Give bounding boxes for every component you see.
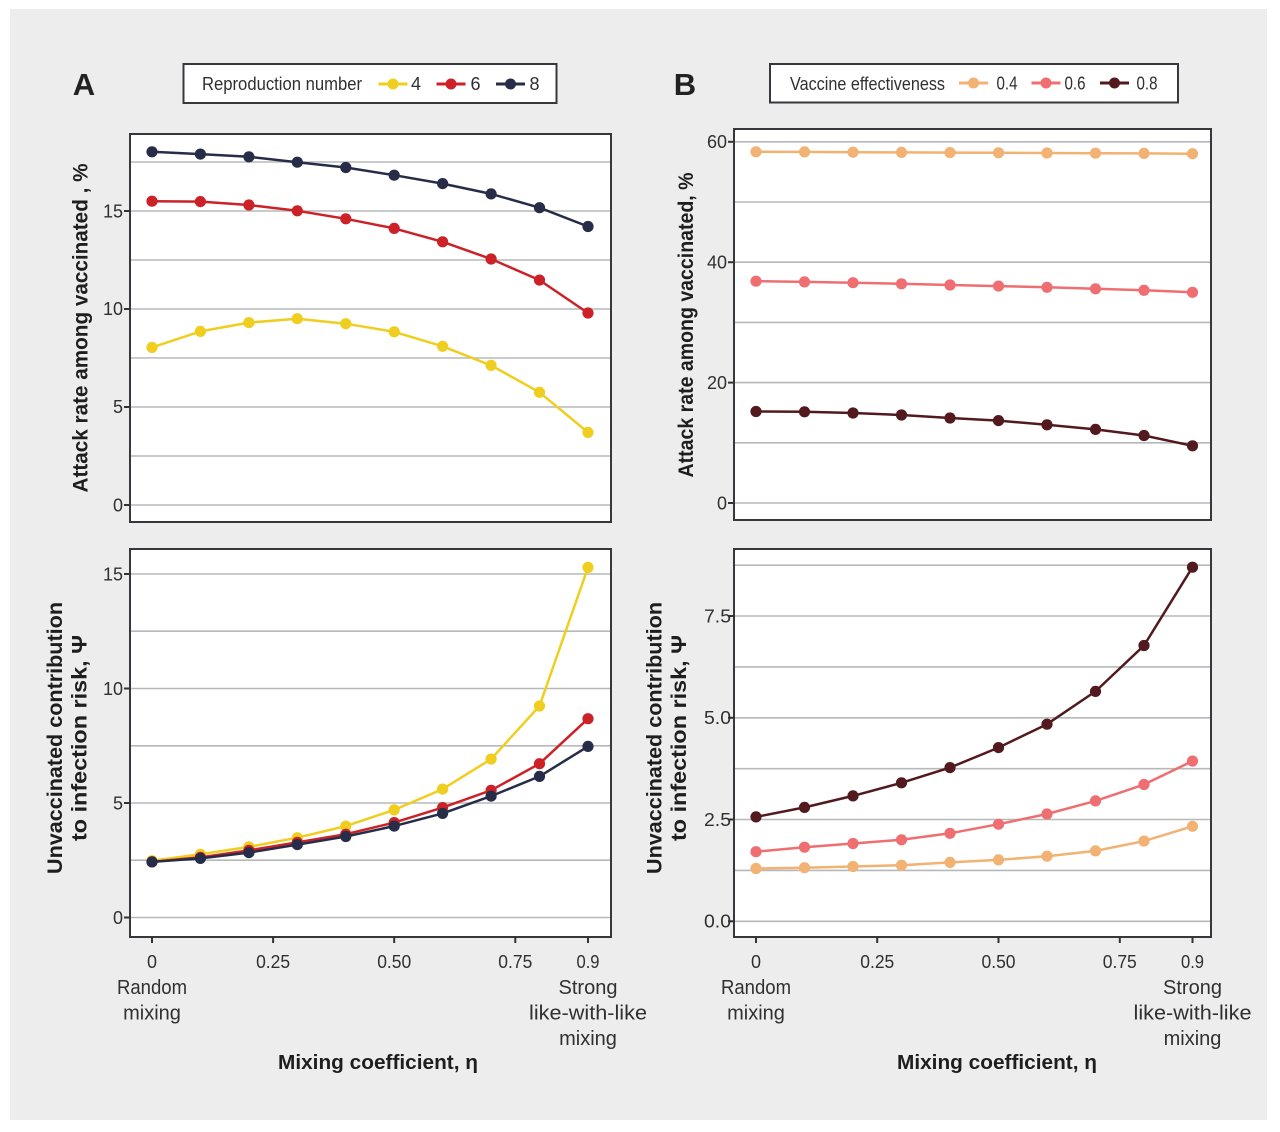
svg-text:Attack rate among vaccinated,: Attack rate among vaccinated, % [675,172,698,477]
svg-text:Attack rate among vaccinated ,: Attack rate among vaccinated , % [70,163,93,492]
svg-text:0.9: 0.9 [1181,952,1204,972]
svg-text:Mixing coefficient, η: Mixing coefficient, η [278,1052,478,1074]
svg-text:0.0: 0.0 [704,912,731,932]
svg-text:10: 10 [103,679,123,699]
svg-text:0.25: 0.25 [256,952,290,972]
svg-text:6: 6 [470,74,480,94]
svg-text:mixing: mixing [1164,1028,1222,1050]
svg-text:15: 15 [103,201,123,221]
svg-text:5: 5 [113,793,123,813]
svg-text:Random: Random [117,977,187,999]
svg-text:like-with-like: like-with-like [529,1003,647,1025]
svg-text:Strong: Strong [1163,977,1222,999]
svg-text:B: B [674,67,696,102]
svg-text:mixing: mixing [123,1003,181,1025]
svg-text:0.50: 0.50 [982,952,1016,972]
svg-text:mixing: mixing [559,1028,617,1050]
svg-text:15: 15 [103,564,123,584]
svg-text:7.5: 7.5 [704,606,731,626]
svg-text:10: 10 [103,299,123,319]
svg-text:0: 0 [751,952,761,972]
svg-text:Vaccine effectiveness: Vaccine effectiveness [790,74,945,94]
svg-text:like-with-like: like-with-like [1134,1003,1252,1025]
svg-text:to infection risk, Ψ: to infection risk, Ψ [668,635,691,841]
svg-text:Unvaccinated contribution: Unvaccinated contribution [44,602,67,874]
svg-text:to infection risk, Ψ: to infection risk, Ψ [69,635,92,841]
svg-text:5.0: 5.0 [704,708,731,728]
svg-text:Reproduction number: Reproduction number [202,74,362,94]
svg-text:20: 20 [707,373,727,393]
svg-text:0: 0 [147,952,157,972]
svg-text:8: 8 [529,74,539,94]
svg-text:0: 0 [717,493,727,513]
svg-text:0.75: 0.75 [498,952,532,972]
svg-text:0.9: 0.9 [577,952,600,972]
svg-text:5: 5 [113,397,123,417]
svg-text:60: 60 [707,132,727,152]
svg-text:0: 0 [113,908,123,928]
svg-text:A: A [73,67,95,102]
svg-text:0.4: 0.4 [997,74,1018,94]
svg-text:0.50: 0.50 [377,952,411,972]
svg-text:0.25: 0.25 [860,952,894,972]
svg-text:Unvaccinated contribution: Unvaccinated contribution [644,602,667,874]
svg-text:4: 4 [411,74,421,94]
svg-text:0: 0 [113,495,123,515]
svg-text:2.5: 2.5 [704,810,731,830]
svg-text:Strong: Strong [559,977,618,999]
svg-text:0.6: 0.6 [1065,74,1086,94]
svg-text:Random: Random [721,977,791,999]
svg-text:0.8: 0.8 [1137,74,1158,94]
svg-text:40: 40 [707,253,727,273]
svg-text:0.75: 0.75 [1103,952,1137,972]
svg-text:Mixing coefficient, η: Mixing coefficient, η [897,1052,1097,1074]
svg-text:mixing: mixing [727,1003,785,1025]
